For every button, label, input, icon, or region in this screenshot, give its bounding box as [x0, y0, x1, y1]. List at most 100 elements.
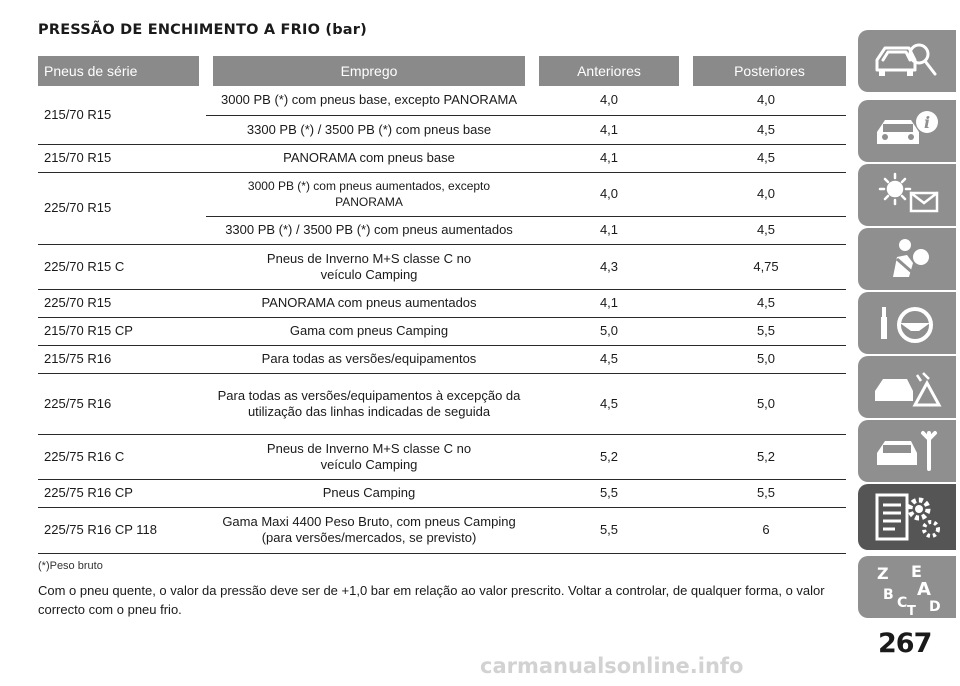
- use-cell: 3300 PB (*) / 3500 PB (*) com pneus base: [206, 115, 532, 145]
- svg-text:i: i: [924, 113, 930, 132]
- use-cell: PANORAMA com pneus base: [206, 144, 532, 173]
- tab-car-search[interactable]: [858, 30, 956, 92]
- airbag-seat-icon: [893, 239, 929, 277]
- front-pressure-cell: 5,2: [532, 434, 686, 480]
- use-cell: PANORAMA com pneus aumentados: [206, 289, 532, 318]
- tyre-size-cell: 225/70 R15 C: [38, 244, 206, 290]
- front-pressure-cell: 5,5: [532, 507, 686, 554]
- tab-index[interactable]: Z E A B C D T: [858, 556, 956, 618]
- use-cell: Para todas as versões/equipamentos: [206, 345, 532, 374]
- breakdown-triangle-icon: [875, 372, 942, 407]
- rear-pressure-cell: 4,5: [686, 216, 846, 245]
- tyre-size-cell: 215/70 R15 CP: [38, 317, 206, 346]
- front-pressure-cell: 4,1: [532, 289, 686, 318]
- front-pressure-cell: 5,5: [532, 479, 686, 508]
- car-search-icon: [875, 43, 937, 76]
- table-row: 3300 PB (*) / 3500 PB (*) com pneus aume…: [38, 216, 846, 245]
- tyre-size-cell: 225/75 R16 CP 118: [38, 507, 206, 554]
- tyre-size-cell: 225/75 R16 CP: [38, 479, 206, 508]
- tyre-size-cell: 215/70 R15: [38, 144, 206, 173]
- use-cell: Para todas as versões/equipamentos à exc…: [206, 373, 532, 435]
- page-number: 267: [878, 628, 932, 659]
- rear-pressure-cell: 4,5: [686, 144, 846, 173]
- svg-text:E: E: [911, 562, 922, 581]
- use-cell: Gama Maxi 4400 Peso Bruto, com pneus Cam…: [206, 507, 532, 554]
- svg-text:B: B: [883, 587, 894, 603]
- front-pressure-cell: 4,1: [532, 144, 686, 173]
- svg-text:D: D: [929, 599, 941, 615]
- use-cell: Pneus de Inverno M+S classe C no veículo…: [206, 244, 532, 290]
- rear-pressure-cell: 5,5: [686, 317, 846, 346]
- use-cell: Pneus de Inverno M+S classe C no veículo…: [206, 434, 532, 480]
- rear-pressure-cell: 4,75: [686, 244, 846, 290]
- svg-text:Z: Z: [877, 564, 889, 583]
- use-cell: Gama com pneus Camping: [206, 317, 532, 346]
- front-pressure-cell: 4,5: [532, 373, 686, 435]
- tyre-size-cell: 225/70 R15: [38, 172, 206, 245]
- steering-wheel-icon: [881, 307, 933, 343]
- tab-technical-data[interactable]: [858, 484, 956, 550]
- header-front: Anteriores: [525, 56, 686, 86]
- footnote: (*)Peso bruto: [38, 560, 103, 572]
- header-tyres: Pneus de série: [38, 56, 206, 86]
- table-row: 225/70 R15 C Pneus de Inverno M+S classe…: [38, 244, 846, 290]
- page-title: PRESSÃO DE ENCHIMENTO A FRIO (bar): [38, 22, 367, 38]
- table-row: 225/70 R15 PANORAMA com pneus aumentados…: [38, 289, 846, 318]
- warm-tyre-note: Com o pneu quente, o valor da pressão de…: [38, 583, 825, 617]
- svg-text:T: T: [907, 604, 916, 615]
- tab-car-info[interactable]: i: [858, 100, 956, 162]
- tyre-size-cell: 225/70 R15: [38, 289, 206, 318]
- use-cell: 3000 PB (*) com pneus aumentados, except…: [206, 172, 532, 217]
- car-service-icon: [877, 431, 937, 471]
- use-cell: 3000 PB (*) com pneus base, excepto PANO…: [206, 86, 532, 116]
- rear-pressure-cell: 5,0: [686, 373, 846, 435]
- tab-airbag-seat[interactable]: [858, 228, 956, 290]
- rear-pressure-cell: 5,0: [686, 345, 846, 374]
- table-row: 215/75 R16 Para todas as versões/equipam…: [38, 345, 846, 374]
- front-pressure-cell: 4,1: [532, 216, 686, 245]
- table-row: 215/70 R15 PANORAMA com pneus base 4,1 4…: [38, 144, 846, 173]
- tyre-size-cell: 215/70 R15: [38, 86, 206, 145]
- use-cell: 3300 PB (*) / 3500 PB (*) com pneus aume…: [206, 216, 532, 245]
- rear-pressure-cell: 4,0: [686, 172, 846, 217]
- svg-text:A: A: [917, 579, 931, 600]
- tab-warning-lights[interactable]: [858, 164, 956, 226]
- front-pressure-cell: 4,5: [532, 345, 686, 374]
- pressure-table: Pneus de série Emprego Anteriores Poster…: [38, 56, 846, 554]
- rear-pressure-cell: 4,0: [686, 86, 846, 116]
- front-pressure-cell: 4,0: [532, 172, 686, 217]
- tyre-size-cell: 215/75 R16: [38, 345, 206, 374]
- warning-lights-icon: [878, 172, 939, 213]
- table-row: 225/75 R16 CP Pneus Camping 5,5 5,5: [38, 479, 846, 508]
- front-pressure-cell: 4,3: [532, 244, 686, 290]
- tab-car-service[interactable]: [858, 420, 956, 482]
- table-row: 225/75 R16 CP 118 Gama Maxi 4400 Peso Br…: [38, 507, 846, 554]
- tyre-size-cell: 225/75 R16: [38, 373, 206, 435]
- use-cell: Pneus Camping: [206, 479, 532, 508]
- table-row: 215/70 R15 CP Gama com pneus Camping 5,0…: [38, 317, 846, 346]
- rear-pressure-cell: 4,5: [686, 289, 846, 318]
- table-header-row: Pneus de série Emprego Anteriores Poster…: [38, 56, 846, 86]
- rear-pressure-cell: 6: [686, 507, 846, 554]
- index-letters-icon: Z E A B C D T: [877, 562, 941, 615]
- front-pressure-cell: 4,1: [532, 115, 686, 145]
- table-row: 225/70 R15 3000 PB (*) com pneus aumenta…: [38, 172, 846, 245]
- rear-pressure-cell: 5,5: [686, 479, 846, 508]
- table-row: 215/70 R15 3000 PB (*) com pneus base, e…: [38, 86, 846, 145]
- table-row: 225/75 R16 Para todas as versões/equipam…: [38, 373, 846, 435]
- tab-breakdown[interactable]: [858, 356, 956, 418]
- tab-steering-wheel[interactable]: [858, 292, 956, 354]
- header-use: Emprego: [199, 56, 532, 86]
- tyre-size-cell: 225/75 R16 C: [38, 434, 206, 480]
- front-pressure-cell: 4,0: [532, 86, 686, 116]
- table-row: 225/75 R16 C Pneus de Inverno M+S classe…: [38, 434, 846, 480]
- rear-pressure-cell: 4,5: [686, 115, 846, 145]
- front-pressure-cell: 5,0: [532, 317, 686, 346]
- svg-text:C: C: [897, 595, 907, 611]
- technical-data-icon: [875, 493, 940, 541]
- watermark: carmanualsonline.info: [480, 654, 744, 678]
- rear-pressure-cell: 5,2: [686, 434, 846, 480]
- header-rear: Posteriores: [679, 56, 846, 86]
- car-info-icon: i: [877, 111, 938, 144]
- table-row: 3300 PB (*) / 3500 PB (*) com pneus base…: [38, 115, 846, 145]
